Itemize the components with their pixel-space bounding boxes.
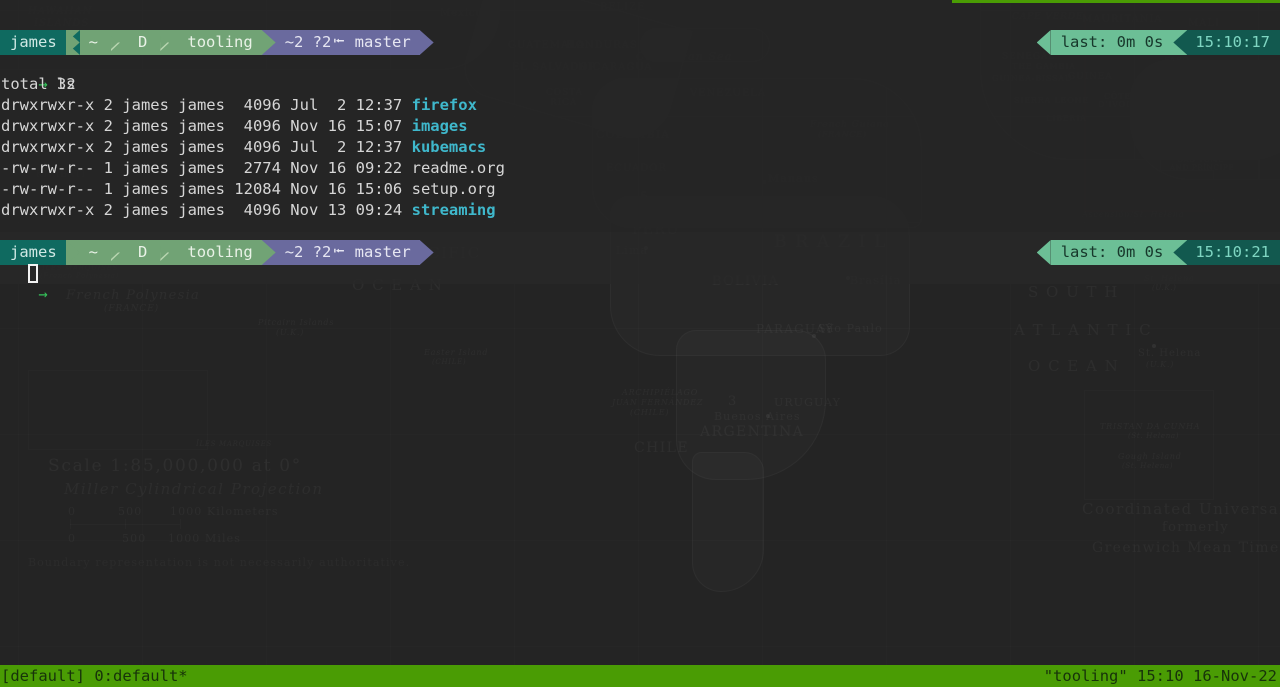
separator-git-end-2 bbox=[419, 240, 434, 265]
ls-entry-row: -rw-rw-r-- 1 james james 12084 Nov 16 15… bbox=[0, 179, 1280, 200]
ls-entry-row: drwxrwxr-x 2 james james 4096 Jul 2 12:3… bbox=[0, 95, 1280, 116]
powerline-right-second: last: 0m 0s 15:10:21 bbox=[1036, 240, 1280, 265]
prompt-user-segment-2: james bbox=[0, 240, 66, 265]
ls-entry-name[interactable]: setup.org bbox=[411, 180, 496, 198]
prompt-line-second: james ~ D tooling ~2 ?2 ⭰ master bbox=[0, 240, 1280, 265]
output-total-line: total 32 bbox=[1, 75, 76, 93]
ls-entry-row: drwxrwxr-x 2 james james 4096 Nov 16 15:… bbox=[0, 116, 1280, 137]
prompt-clock-segment: 15:10:17 bbox=[1187, 30, 1280, 55]
separator-timer-to-clock bbox=[1173, 30, 1188, 55]
tmux-status-left[interactable]: [default] 0:default* bbox=[1, 667, 188, 685]
ls-entry-metadata: drwxrwxr-x 2 james james 4096 Nov 16 15:… bbox=[1, 117, 412, 135]
git-status-text: ~2 ?2 bbox=[284, 33, 332, 51]
ls-entry-metadata: -rw-rw-r-- 1 james james 2774 Nov 16 09:… bbox=[1, 159, 412, 177]
separator-user-to-path bbox=[65, 30, 80, 55]
separator-git-end bbox=[419, 30, 434, 55]
ls-entry-name[interactable]: firefox bbox=[411, 96, 477, 114]
command-line-first: → ls bbox=[0, 53, 1280, 93]
prompt-user-segment: james bbox=[0, 30, 66, 55]
git-status-text-2: ~2 ?2 bbox=[284, 243, 332, 261]
separator-d-to-tooling-2 bbox=[156, 240, 179, 265]
command-text: ls bbox=[56, 75, 76, 93]
powerline-left-first: james ~ D tooling ~2 ?2 ⭰ master bbox=[0, 30, 434, 55]
prompt-arrow-icon: → bbox=[38, 285, 48, 303]
prompt-home-segment-2: ~ bbox=[79, 240, 108, 265]
ls-entry-name[interactable]: images bbox=[411, 117, 468, 135]
separator-home-to-d-2 bbox=[107, 240, 130, 265]
git-branch-text-2: master bbox=[354, 243, 411, 261]
prompt-path-1-segment-2: D bbox=[129, 240, 157, 265]
separator-path-to-git bbox=[261, 30, 276, 55]
prompt-clock-segment-2: 15:10:21 bbox=[1187, 240, 1280, 265]
branch-icon: ⭰ bbox=[333, 32, 345, 50]
prompt-arrow-icon: → bbox=[38, 75, 48, 93]
separator-path-to-git-2 bbox=[261, 240, 276, 265]
ls-entry-metadata: drwxrwxr-x 2 james james 4096 Jul 2 12:3… bbox=[1, 96, 412, 114]
ls-entry-name[interactable]: kubemacs bbox=[411, 138, 487, 156]
ls-entry-name[interactable]: streaming bbox=[411, 201, 496, 219]
tmux-status-right[interactable]: "tooling" 15:10 16-Nov-22 bbox=[1043, 667, 1277, 685]
separator-timer-left-2 bbox=[1036, 240, 1051, 265]
prompt-home-segment: ~ bbox=[79, 30, 108, 55]
prompt-path-2-segment: tooling bbox=[178, 30, 262, 55]
prompt-path-1-segment: D bbox=[129, 30, 157, 55]
ls-entry-metadata: drwxrwxr-x 2 james james 4096 Nov 13 09:… bbox=[1, 201, 412, 219]
prompt-git-status-segment: ~2 ?2 ⭰ master bbox=[275, 30, 420, 55]
powerline-right-first: last: 0m 0s 15:10:17 bbox=[1036, 30, 1280, 55]
text-cursor[interactable] bbox=[28, 264, 38, 283]
separator-d-to-tooling bbox=[156, 30, 179, 55]
ls-entry-metadata: drwxrwxr-x 2 james james 4096 Jul 2 12:3… bbox=[1, 138, 412, 156]
separator-home-to-d bbox=[107, 30, 130, 55]
prompt-timer-segment-2: last: 0m 0s bbox=[1050, 240, 1174, 265]
prompt-timer-segment: last: 0m 0s bbox=[1050, 30, 1174, 55]
powerline-left-second: james ~ D tooling ~2 ?2 ⭰ master bbox=[0, 240, 434, 265]
prompt-line-first: james ~ D tooling ~2 ?2 ⭰ master bbox=[0, 30, 1280, 55]
prompt-path-2-segment-2: tooling bbox=[178, 240, 262, 265]
separator-timer-to-clock-2 bbox=[1173, 240, 1188, 265]
git-branch-text: master bbox=[354, 33, 411, 51]
prompt-git-status-segment-2: ~2 ?2 ⭰ master bbox=[275, 240, 420, 265]
branch-icon: ⭰ bbox=[333, 242, 345, 260]
ls-entry-name[interactable]: readme.org bbox=[411, 159, 505, 177]
ls-entry-row: drwxrwxr-x 2 james james 4096 Jul 2 12:3… bbox=[0, 137, 1280, 158]
separator-timer-left bbox=[1036, 30, 1051, 55]
tmux-status-bar[interactable]: [default] 0:default* "tooling" 15:10 16-… bbox=[0, 665, 1280, 687]
separator-user-to-path-2 bbox=[65, 240, 80, 265]
ls-entry-metadata: -rw-rw-r-- 1 james james 12084 Nov 16 15… bbox=[1, 180, 412, 198]
ls-entry-row: drwxrwxr-x 2 james james 4096 Nov 13 09:… bbox=[0, 200, 1280, 221]
ls-entry-row: -rw-rw-r-- 1 james james 2774 Nov 16 09:… bbox=[0, 158, 1280, 179]
command-line-second[interactable]: → bbox=[0, 263, 1280, 303]
pane-top-border bbox=[952, 0, 1280, 3]
